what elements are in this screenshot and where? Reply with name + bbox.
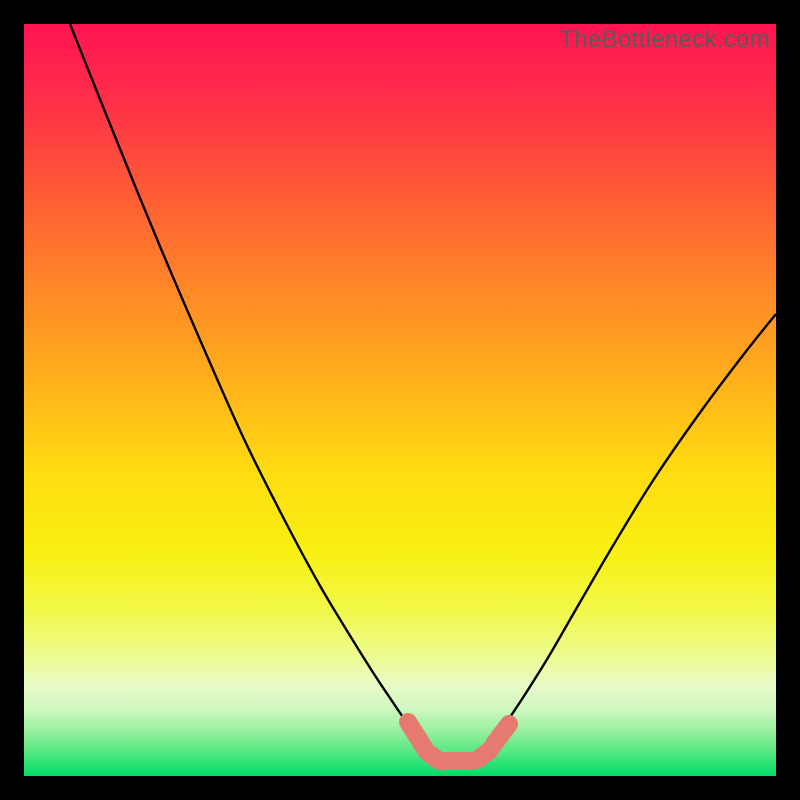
trough-segment: [494, 724, 509, 744]
trough-segment: [477, 750, 490, 760]
plot-area: [24, 24, 776, 776]
trough-highlight: [408, 722, 509, 761]
bottleneck-curve-right: [491, 314, 776, 744]
curve-layer: [24, 24, 776, 776]
watermark-text: TheBottleneck.com: [559, 26, 770, 54]
bottleneck-curve-left: [70, 24, 422, 744]
